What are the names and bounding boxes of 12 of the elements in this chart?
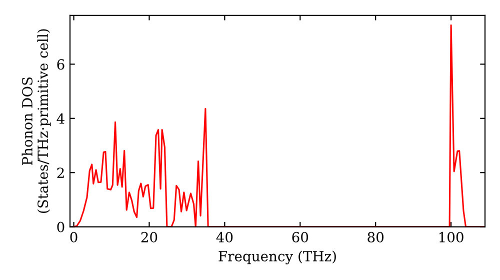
y-tick-label: 6 — [57, 59, 64, 70]
x-tick-label: 0 — [70, 232, 78, 242]
y-tick-label: 0 — [57, 222, 64, 232]
y-tick-label: 4 — [56, 113, 64, 124]
x-tick-label: 60 — [292, 232, 308, 242]
y-tick-label: 2 — [57, 168, 64, 178]
x-tick-label: 20 — [141, 232, 158, 242]
y-axis-title: Phonon DOS (States/THz·primitive cell) — [22, 29, 51, 213]
x-axis-title: Frequency (THz) — [218, 250, 336, 264]
x-tick-label: 100 — [439, 232, 464, 242]
x-tick-label: 40 — [216, 232, 233, 242]
x-tick-label: 80 — [368, 232, 384, 242]
